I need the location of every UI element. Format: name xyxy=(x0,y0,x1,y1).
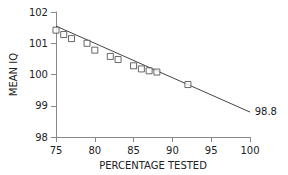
svg-text:80: 80 xyxy=(88,145,101,156)
svg-text:100: 100 xyxy=(240,145,259,156)
svg-text:98.8: 98.8 xyxy=(255,106,277,117)
svg-text:PERCENTAGE TESTED: PERCENTAGE TESTED xyxy=(99,160,207,171)
svg-text:MEAN IQ: MEAN IQ xyxy=(8,53,19,96)
svg-text:75: 75 xyxy=(50,145,63,156)
svg-text:99: 99 xyxy=(35,100,48,111)
svg-text:95: 95 xyxy=(205,145,218,156)
svg-text:90: 90 xyxy=(166,145,179,156)
svg-text:102: 102 xyxy=(29,7,48,18)
svg-text:98: 98 xyxy=(35,132,48,143)
svg-text:100: 100 xyxy=(29,69,48,80)
svg-text:101: 101 xyxy=(29,38,48,49)
svg-text:85: 85 xyxy=(127,145,140,156)
